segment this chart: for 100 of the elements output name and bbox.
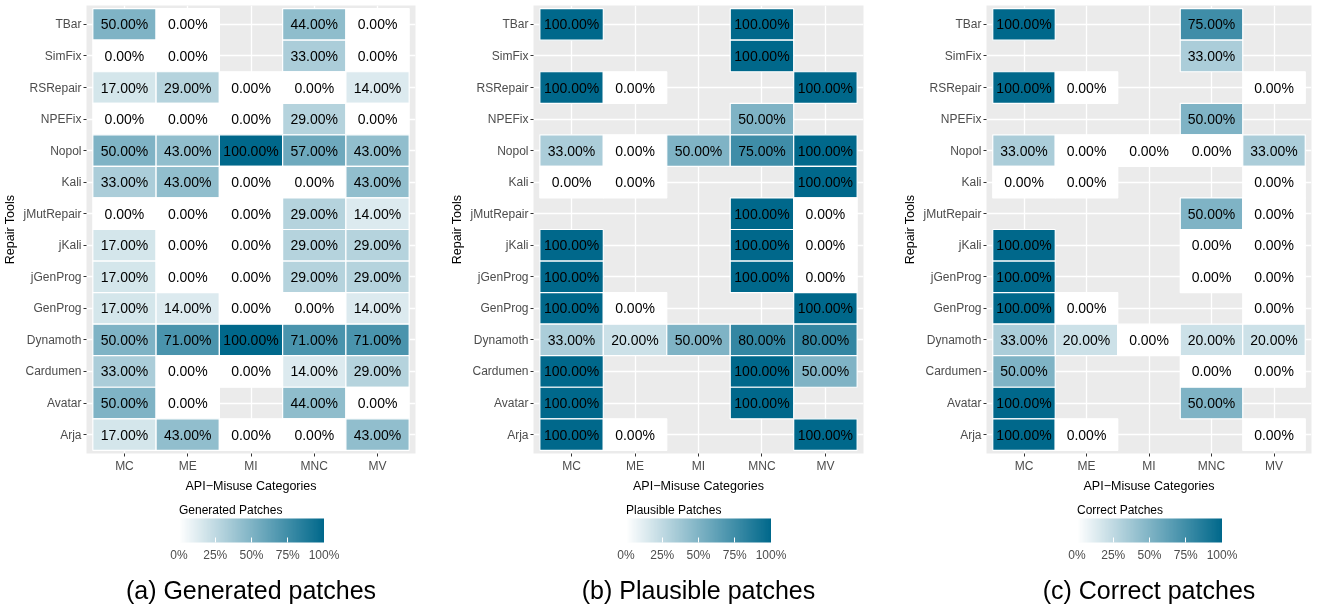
y-tick-label: Kali — [61, 175, 82, 190]
data-label: 43.00% — [163, 426, 212, 443]
y-tick-label: SimFix — [44, 48, 82, 63]
data-label: 0.00% — [294, 79, 335, 96]
data-label: 0.00% — [231, 111, 271, 128]
color-bar-title: Generated Patches — [179, 503, 283, 517]
y-axis-title: Repair Tools — [3, 194, 18, 265]
data-label: 100.00% — [996, 79, 1052, 96]
data-label: 29.00% — [290, 268, 339, 285]
x-tick-label: MC — [115, 458, 135, 473]
data-label: 0.00% — [294, 174, 335, 191]
y-tick-label: Arja — [960, 427, 982, 442]
data-label: 0.00% — [294, 426, 335, 443]
data-label: 100.00% — [797, 174, 854, 191]
data-label: 20.00% — [1250, 331, 1298, 348]
data-label: 33.00% — [1000, 142, 1048, 159]
data-label: 0.00% — [1254, 205, 1294, 222]
data-label: 0.00% — [357, 111, 398, 128]
data-label: 0.00% — [167, 363, 208, 380]
data-label: 100.00% — [996, 268, 1052, 285]
y-tick-label: TBar — [502, 17, 529, 32]
data-label: 43.00% — [163, 142, 212, 159]
y-tick-label: Nopol — [950, 143, 982, 158]
data-label: 33.00% — [547, 142, 596, 159]
data-label: 29.00% — [353, 268, 402, 285]
data-label: 0.00% — [167, 268, 208, 285]
y-tick-label: Cardumen — [472, 364, 529, 379]
color-bar-label: 25% — [203, 547, 228, 562]
data-label: 0.00% — [294, 300, 335, 317]
data-label: 75.00% — [738, 142, 786, 159]
data-label: 0.00% — [231, 237, 271, 254]
data-label: 0.00% — [1191, 268, 1232, 285]
data-label: 100.00% — [734, 16, 790, 33]
x-tick-label: MC — [1014, 458, 1034, 473]
y-tick-label: Cardumen — [25, 364, 82, 379]
x-axis-title: API−Misuse Categories — [1083, 478, 1215, 493]
data-label: 100.00% — [996, 237, 1052, 254]
data-label: 43.00% — [353, 142, 402, 159]
data-label: 17.00% — [100, 79, 149, 96]
data-label: 0.00% — [1066, 142, 1107, 159]
data-label: 29.00% — [290, 237, 339, 254]
data-label: 71.00% — [163, 331, 212, 348]
y-tick-label: jMutRepair — [922, 206, 982, 221]
data-label: 0.00% — [167, 237, 208, 254]
data-label: 0.00% — [1254, 79, 1294, 96]
data-label: 0.00% — [357, 395, 398, 412]
text: (a) Generated patches — [125, 575, 377, 604]
data-label: 17.00% — [100, 237, 149, 254]
y-tick-label: NPEFix — [40, 112, 82, 127]
data-label: 0.00% — [231, 363, 271, 380]
data-label: 0.00% — [1254, 237, 1294, 254]
data-label: 100.00% — [734, 205, 790, 222]
data-label: 33.00% — [290, 47, 339, 64]
x-tick-label: MI — [244, 458, 258, 473]
x-tick-label: ME — [1077, 458, 1096, 473]
color-bar-label: 0% — [170, 547, 188, 562]
y-tick-label: GenProg — [480, 301, 529, 316]
data-label: 0.00% — [1191, 363, 1232, 380]
data-label: 100.00% — [734, 395, 790, 412]
data-label: 75.00% — [1187, 16, 1236, 33]
data-label: 29.00% — [353, 237, 402, 254]
y-tick-label: TBar — [955, 17, 982, 32]
y-tick-label: RSRepair — [476, 80, 529, 95]
y-tick-label: Cardumen — [925, 364, 982, 379]
data-label: 29.00% — [290, 111, 339, 128]
data-label: 33.00% — [100, 174, 149, 191]
data-label: 29.00% — [163, 79, 212, 96]
data-label: 0.00% — [1254, 268, 1294, 285]
data-label: 100.00% — [797, 79, 854, 96]
data-label: 14.00% — [353, 300, 402, 317]
data-label: 33.00% — [1187, 47, 1236, 64]
color-bar-label: 50% — [1137, 547, 1162, 562]
x-tick-label: MV — [1265, 458, 1283, 473]
data-label: 50.00% — [100, 16, 149, 33]
data-label: 33.00% — [1250, 142, 1298, 159]
data-label: 0.00% — [805, 268, 846, 285]
y-tick-label: jMutRepair — [22, 206, 82, 221]
y-tick-label: jKali — [57, 238, 82, 253]
data-label: 0.00% — [1254, 426, 1294, 443]
color-bar-label: 25% — [650, 547, 675, 562]
data-label: 0.00% — [167, 111, 208, 128]
y-axis-title: Repair Tools — [450, 194, 465, 265]
data-label: 29.00% — [290, 205, 339, 222]
color-bar-label: 0% — [1068, 547, 1086, 562]
data-label: 20.00% — [1187, 331, 1236, 348]
data-label: 0.00% — [551, 174, 592, 191]
data-label: 33.00% — [100, 363, 149, 380]
data-label: 50.00% — [674, 331, 723, 348]
data-label: 14.00% — [353, 205, 402, 222]
data-label: 100.00% — [543, 395, 600, 412]
data-label: 80.00% — [738, 331, 786, 348]
x-tick-label: MI — [691, 458, 706, 473]
data-label: 0.00% — [1191, 142, 1232, 159]
data-label: 57.00% — [290, 142, 339, 159]
y-tick-label: Dynamoth — [473, 332, 529, 347]
x-tick-label: MNC — [1197, 458, 1226, 473]
y-tick-label: Arja — [60, 427, 82, 442]
y-tick-label: RSRepair — [29, 80, 82, 95]
data-label: 100.00% — [543, 300, 600, 317]
data-label: 80.00% — [801, 331, 850, 348]
